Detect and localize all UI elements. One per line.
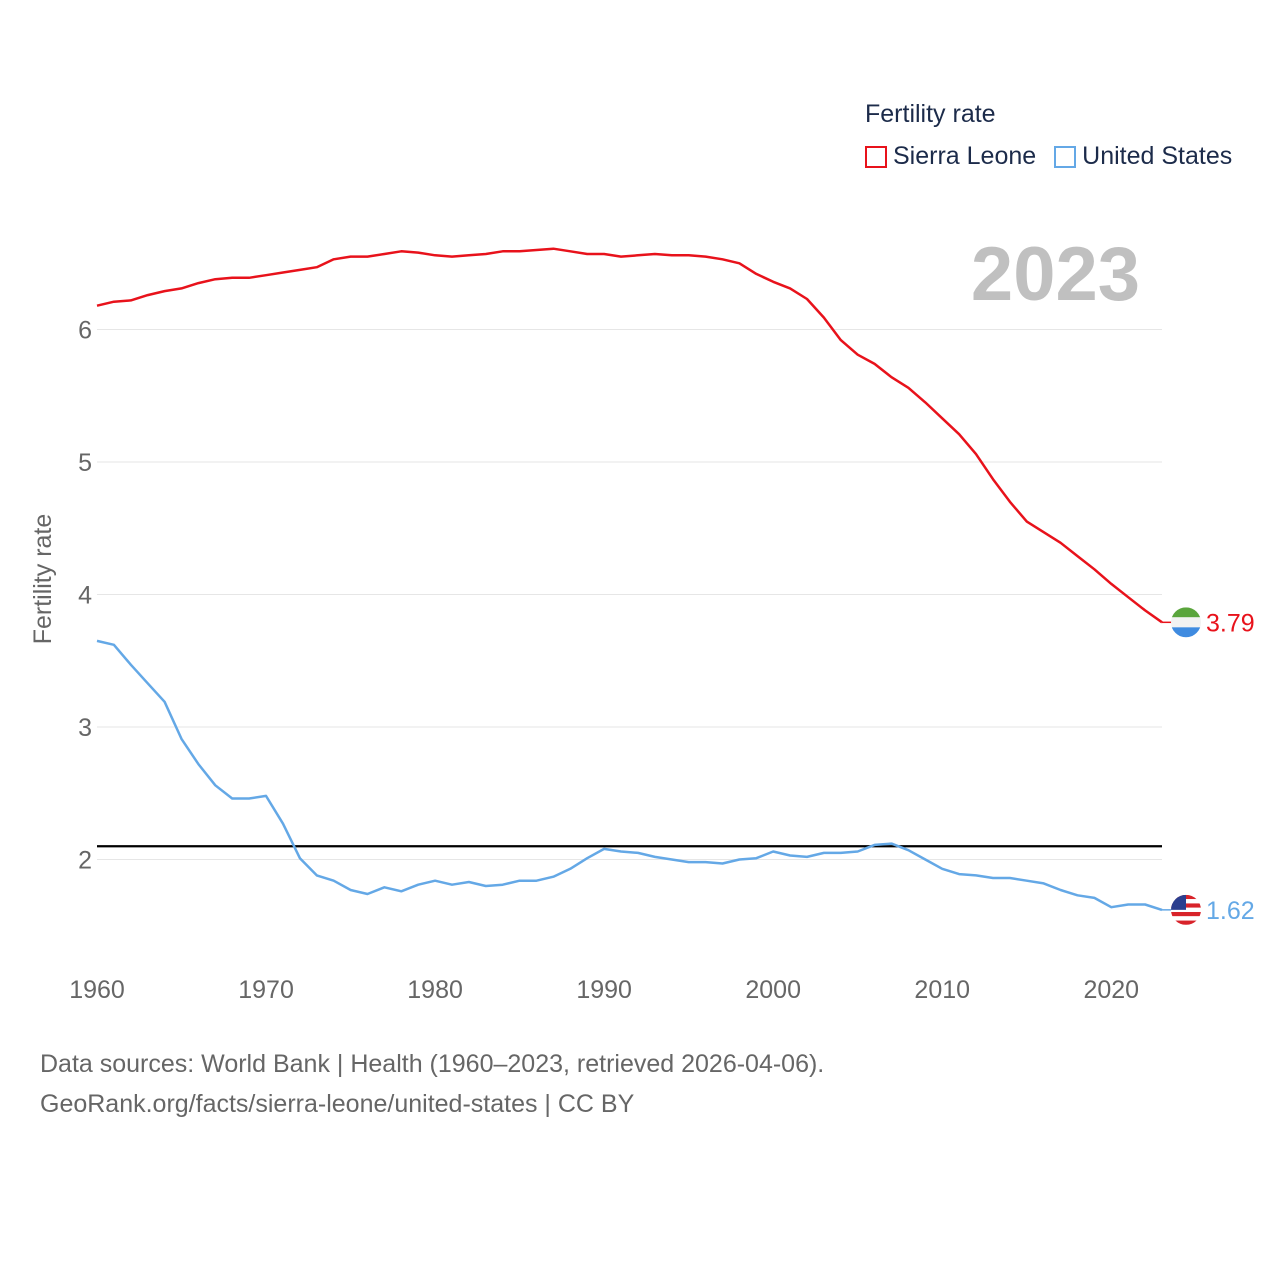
flag-stripe bbox=[1171, 920, 1201, 925]
flag-stripe-white bbox=[1171, 617, 1201, 628]
legend-label-united-states: United States bbox=[1082, 142, 1233, 170]
end-value-label-sierra-leone: 3.79 bbox=[1206, 609, 1255, 637]
flag-stripe bbox=[1171, 911, 1201, 917]
y-tick-label: 5 bbox=[78, 449, 92, 477]
y-axis: 2 3 4 5 6 bbox=[78, 317, 92, 875]
y-tick-label: 2 bbox=[78, 847, 92, 875]
grid-layer bbox=[97, 329, 1162, 860]
flag-icon-united-states bbox=[1171, 894, 1201, 925]
legend: Sierra Leone United States bbox=[865, 142, 1250, 171]
x-tick-label: 1970 bbox=[238, 976, 294, 1004]
x-tick-label: 1960 bbox=[69, 976, 125, 1004]
legend-label-sierra-leone: Sierra Leone bbox=[893, 142, 1037, 170]
year-watermark: 2023 bbox=[971, 232, 1140, 317]
y-tick-label: 6 bbox=[78, 317, 92, 345]
series-layer bbox=[96, 247, 1163, 912]
x-tick-label: 1990 bbox=[576, 976, 632, 1004]
y-tick-label: 3 bbox=[78, 714, 92, 742]
series-line-sierra-leone bbox=[96, 247, 1163, 624]
flag-icon-sierra-leone bbox=[1171, 607, 1201, 638]
legend-item-united-states[interactable]: United States bbox=[1054, 142, 1232, 171]
x-tick-label: 2010 bbox=[914, 976, 970, 1004]
legend-title: Fertility rate bbox=[865, 100, 996, 128]
x-axis: 1960 1970 1980 1990 2000 2010 2020 bbox=[69, 976, 1139, 1004]
source-line: Data sources: World Bank | Health (1960–… bbox=[40, 1050, 825, 1078]
x-tick-label: 2000 bbox=[745, 976, 801, 1004]
legend-item-sierra-leone[interactable]: Sierra Leone bbox=[865, 142, 1036, 171]
flag-stripe-blue bbox=[1171, 627, 1201, 638]
end-markers: 3.79 1.62 bbox=[1162, 607, 1255, 925]
series-line-united-states bbox=[96, 639, 1163, 912]
x-tick-label: 2020 bbox=[1083, 976, 1139, 1004]
source-link[interactable]: GeoRank.org/facts/sierra-leone/united-st… bbox=[40, 1090, 635, 1118]
flag-canton bbox=[1171, 894, 1186, 910]
legend-swatch-united-states bbox=[1054, 145, 1077, 168]
legend-swatch-sierra-leone bbox=[865, 145, 887, 168]
x-tick-label: 1980 bbox=[407, 976, 463, 1004]
flag-body bbox=[1171, 894, 1201, 925]
source-footer: Data sources: World Bank | Health (1960–… bbox=[40, 1044, 824, 1124]
flag-body bbox=[1171, 607, 1201, 638]
y-axis-label: Fertility rate bbox=[29, 514, 57, 645]
flag-stripe bbox=[1171, 916, 1201, 921]
end-value-label-united-states: 1.62 bbox=[1206, 897, 1255, 925]
flag-stripe-green bbox=[1171, 607, 1201, 618]
y-tick-label: 4 bbox=[78, 582, 92, 610]
